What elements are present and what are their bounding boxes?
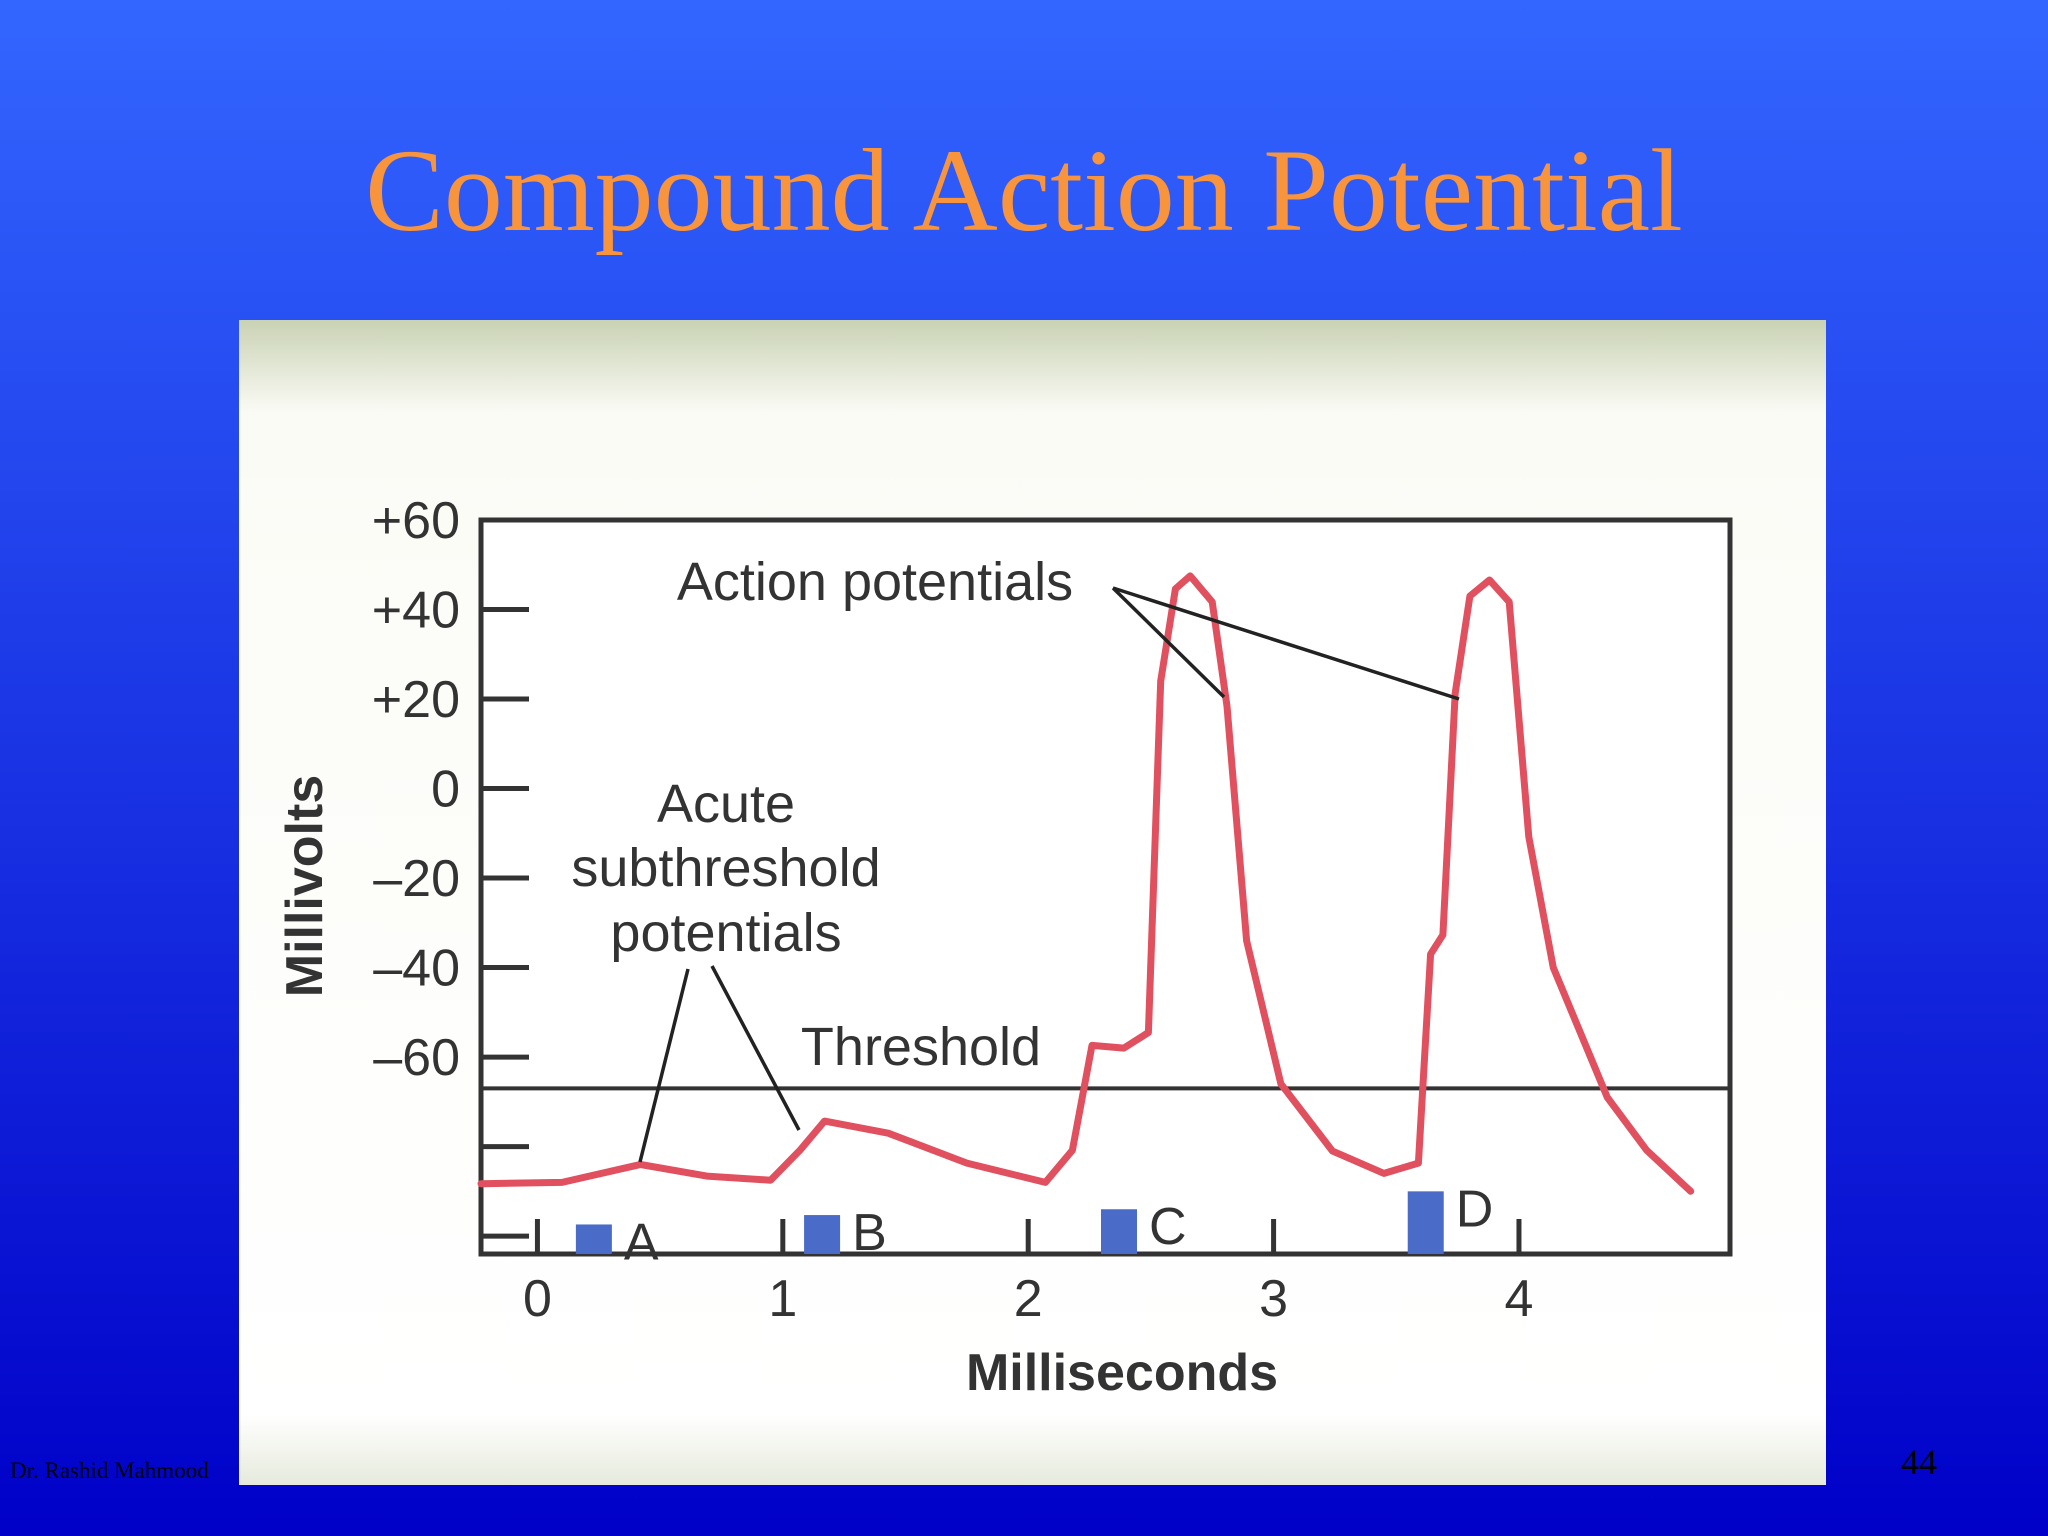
plot-area — [478, 517, 1733, 1257]
page-number: 44 — [1901, 1442, 1937, 1482]
y-tick-label: +60 — [372, 492, 460, 550]
slide-title: Compound Action Potential — [365, 125, 1683, 256]
stimulus-label: A — [624, 1213, 659, 1271]
stimulus-label: D — [1456, 1180, 1494, 1238]
stimulus-bar — [1100, 1209, 1137, 1254]
footer-author: Dr. Rashid Mahmood — [10, 1458, 209, 1483]
series-line — [477, 572, 1695, 1195]
annotation: subthreshold — [571, 838, 880, 898]
y-axis-label: Millivolts — [276, 775, 334, 997]
x-tick-label: 4 — [1505, 1270, 1534, 1328]
y-tick-label: –20 — [373, 850, 460, 908]
arrow — [1111, 586, 1226, 699]
threshold-label: Threshold — [801, 1017, 1041, 1077]
y-tick-label: –40 — [373, 940, 460, 998]
x-tick-label: 3 — [1259, 1270, 1288, 1328]
x-tick-label: 0 — [523, 1270, 552, 1328]
stimulus-label: C — [1149, 1198, 1187, 1256]
annotation: Acute — [657, 774, 795, 834]
stimulus-bar — [804, 1215, 841, 1254]
arrow — [1112, 586, 1460, 701]
arrow — [710, 965, 801, 1131]
annotation: potentials — [610, 903, 841, 963]
annotation: Action potentials — [677, 552, 1073, 612]
y-tick-label: 0 — [431, 761, 460, 819]
x-tick-label: 2 — [1014, 1270, 1043, 1328]
y-tick-label: –60 — [373, 1029, 460, 1087]
arrow — [638, 968, 690, 1163]
y-tick-label: +40 — [372, 582, 460, 640]
stimulus-bar — [1407, 1191, 1444, 1254]
annotation-arrows — [638, 586, 1460, 1163]
x-axis-label: Milliseconds — [966, 1344, 1278, 1402]
y-tick-label: +20 — [372, 671, 460, 729]
stimulus-label: B — [852, 1204, 887, 1262]
plot: +60 +40 +20 0 –20 –40 –60 0 1 2 3 4 A B C D — [372, 492, 1730, 1328]
stimulus-bar — [575, 1224, 612, 1254]
x-tick-label: 1 — [768, 1270, 797, 1328]
